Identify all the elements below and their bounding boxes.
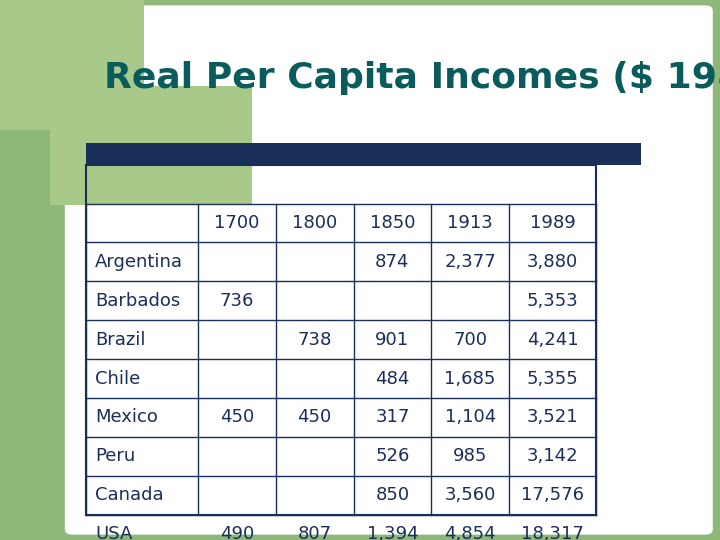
- Text: 4,241: 4,241: [527, 330, 578, 349]
- Text: USA: USA: [95, 525, 132, 540]
- Text: 450: 450: [220, 408, 254, 427]
- Text: 317: 317: [375, 408, 410, 427]
- Text: 484: 484: [375, 369, 410, 388]
- Bar: [86, 143, 641, 165]
- Text: 3,560: 3,560: [444, 486, 496, 504]
- Text: 17,576: 17,576: [521, 486, 584, 504]
- Text: 850: 850: [375, 486, 410, 504]
- Text: 5,353: 5,353: [527, 292, 578, 310]
- Text: 807: 807: [297, 525, 332, 540]
- Text: 1,104: 1,104: [444, 408, 496, 427]
- Text: Mexico: Mexico: [95, 408, 158, 427]
- Text: 738: 738: [297, 330, 332, 349]
- FancyBboxPatch shape: [65, 5, 713, 535]
- Text: 1800: 1800: [292, 214, 337, 232]
- Text: Peru: Peru: [95, 447, 135, 465]
- Text: 3,142: 3,142: [527, 447, 578, 465]
- Text: 526: 526: [375, 447, 410, 465]
- Bar: [86, 165, 596, 515]
- Text: Barbados: Barbados: [95, 292, 180, 310]
- Text: 5,355: 5,355: [527, 369, 578, 388]
- Text: 4,854: 4,854: [444, 525, 496, 540]
- Text: 1700: 1700: [214, 214, 260, 232]
- Text: 736: 736: [220, 292, 254, 310]
- Text: 18,317: 18,317: [521, 525, 584, 540]
- Bar: [0, 0, 144, 130]
- Text: 3,880: 3,880: [527, 253, 578, 271]
- Text: 901: 901: [375, 330, 410, 349]
- Text: 874: 874: [375, 253, 410, 271]
- Text: 1,394: 1,394: [366, 525, 418, 540]
- Text: 985: 985: [453, 447, 487, 465]
- Text: Argentina: Argentina: [95, 253, 183, 271]
- Text: 1913: 1913: [447, 214, 493, 232]
- Text: 490: 490: [220, 525, 254, 540]
- Text: 1850: 1850: [369, 214, 415, 232]
- Text: Brazil: Brazil: [95, 330, 145, 349]
- Text: 1,685: 1,685: [444, 369, 496, 388]
- Text: Canada: Canada: [95, 486, 163, 504]
- Text: Real Per Capita Incomes ($ 1985): Real Per Capita Incomes ($ 1985): [104, 62, 720, 95]
- Text: 700: 700: [453, 330, 487, 349]
- Bar: [50, 86, 252, 205]
- Text: Chile: Chile: [95, 369, 140, 388]
- Text: 450: 450: [297, 408, 332, 427]
- Text: 1989: 1989: [530, 214, 575, 232]
- Text: 2,377: 2,377: [444, 253, 496, 271]
- Text: 3,521: 3,521: [527, 408, 578, 427]
